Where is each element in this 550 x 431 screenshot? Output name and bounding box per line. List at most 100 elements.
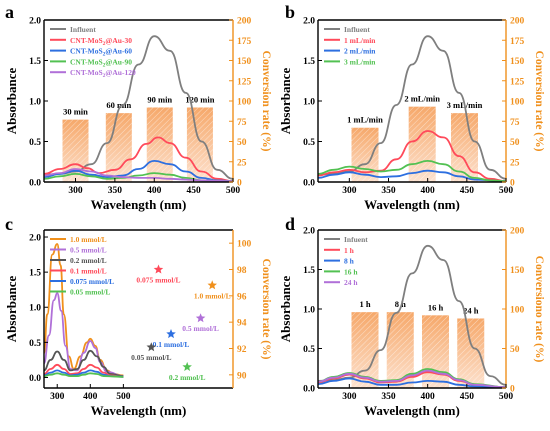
panel-a: a 30 min 60 min 90 min 120 min 300 350 400 450 50…: [4, 2, 272, 212]
y-tick-label: 0.5: [303, 138, 315, 148]
y-tick-label: 0.0: [29, 374, 41, 384]
legend-label: 8 h: [344, 257, 355, 266]
legend-subscript: 2: [103, 73, 106, 79]
panel-letter: b: [285, 2, 295, 22]
y2-tick-label: 50: [510, 138, 520, 148]
series-line: [43, 168, 234, 183]
x-tick-label: 350: [381, 392, 396, 402]
y2-tick-label: 25: [510, 158, 520, 168]
y-tick-label: 2.0: [29, 17, 41, 27]
y2-tick-label: 94: [237, 319, 247, 329]
y2-tick-label: 0: [237, 179, 242, 189]
star-label: 0.05 mmol/L: [131, 353, 171, 362]
bar-label: 90 min: [147, 94, 172, 104]
bar-label: 16 h: [428, 302, 444, 312]
x-tick-label: 300: [68, 186, 83, 196]
panel-letter: c: [5, 214, 13, 234]
bar-label: 2 mL/min: [404, 94, 440, 104]
y2-axis-label: Conversion rate (%): [260, 51, 272, 152]
y2-tick-label: 50: [510, 345, 520, 355]
series-line: [43, 136, 234, 183]
x-tick-label: 500: [499, 186, 514, 196]
legend-label: Influent: [70, 25, 96, 34]
series-line: [43, 349, 124, 377]
x-tick-label: 450: [460, 186, 475, 196]
x-tick-label: 350: [381, 186, 396, 196]
legend-label: CNT-MoS2@Au-30: [70, 36, 132, 47]
y2-tick-label: 100: [510, 98, 525, 108]
legend-subscript: 2: [103, 41, 106, 47]
y2-axis-label: Conversiono rate (%): [533, 256, 545, 363]
x-axis-label: Wavelength (nm): [364, 403, 460, 418]
legend-label: 24 h: [344, 278, 358, 287]
bar-label: 1 h: [359, 299, 370, 309]
y2-tick-label: 150: [510, 266, 525, 276]
y2-tick-label: 150: [237, 57, 252, 67]
y2-tick-label: 50: [237, 138, 247, 148]
legend-label-suffix: @Au-30: [105, 36, 132, 45]
y-tick-label: 1.5: [29, 269, 41, 279]
y-tick-label: 1.5: [29, 57, 41, 67]
legend-label: 16 h: [344, 267, 358, 276]
y2-tick-label: 100: [237, 98, 252, 108]
legend-label: 1.0 mmol/L: [70, 235, 107, 244]
panel-letter: d: [285, 214, 295, 234]
x-tick-label: 500: [116, 392, 131, 402]
x-tick-label: 350: [108, 186, 123, 196]
series-line: [43, 363, 124, 378]
x-tick-label: 400: [83, 392, 98, 402]
conversion-star: [166, 329, 176, 339]
legend: 1.0 mmol/L 0.5 mmol/L0.2 mmol/L 0.1 mmol/L…: [50, 235, 114, 297]
legend-label: CNT-MoS2@Au-120: [70, 68, 136, 79]
y2-tick-label: 200: [510, 17, 525, 27]
bar-label: 8 h: [395, 299, 406, 309]
y-axis-label: Absorbance: [278, 276, 293, 343]
x-tick-label: 300: [50, 392, 65, 402]
y2-tick-label: 75: [237, 118, 247, 128]
series-line: [43, 292, 124, 377]
y-axis-label: Absorbance: [4, 276, 19, 343]
legend-label-prefix: CNT-MoS: [70, 47, 103, 56]
y-tick-label: 0.5: [29, 138, 41, 148]
x-tick-label: 500: [226, 186, 241, 196]
conversion-bar-hatch: [422, 315, 449, 388]
x-axis-label: Wavelength (nm): [91, 197, 187, 212]
y-tick-label: 0.5: [303, 345, 315, 355]
legend-label: CNT-MoS2@Au-60: [70, 47, 132, 58]
series-line: [317, 169, 507, 183]
conversion-bar-hatch: [146, 107, 173, 182]
legend-label: 3 mL/min: [344, 57, 376, 66]
x-tick-label: 400: [421, 186, 436, 196]
legend-label: 0.1 mmol/L: [70, 267, 107, 276]
bar-label: 120 min: [185, 94, 214, 104]
y-tick-label: 2.0: [303, 17, 315, 27]
x-tick-label: 400: [421, 392, 436, 402]
legend-label: CNT-MoS2@Au-90: [70, 57, 132, 68]
legend-label-prefix: CNT-MoS: [70, 36, 103, 45]
series-line: [43, 369, 124, 378]
x-tick-label: 450: [187, 186, 202, 196]
y2-tick-label: 0: [510, 385, 515, 395]
legend-label-suffix: @Au-60: [105, 47, 132, 56]
conversion-bar-hatch: [408, 106, 436, 182]
x-tick-label: 300: [342, 392, 357, 402]
y-axis-label: Absorbance: [278, 68, 293, 135]
y2-tick-label: 200: [237, 17, 252, 27]
y2-tick-label: 90: [237, 371, 247, 381]
y2-tick-label: 92: [237, 345, 247, 355]
legend-label-prefix: CNT-MoS: [70, 68, 103, 77]
conversion-star: [146, 342, 157, 352]
y2-tick-label: 175: [510, 37, 525, 47]
y2-tick-label: 25: [237, 158, 247, 168]
legend-subscript: 2: [103, 52, 106, 58]
y2-tick-label: 125: [510, 77, 525, 87]
bar-label: 60 min: [106, 100, 131, 110]
legend-label: Influent: [344, 25, 370, 34]
legend-label: 2 mL/min: [344, 47, 376, 56]
x-tick-label: 400: [147, 186, 162, 196]
y-tick-label: 1.0: [29, 98, 41, 108]
y2-axis-label: Conversion rate (%): [260, 259, 272, 360]
legend-label: 0.2 mmol/L: [70, 256, 107, 265]
